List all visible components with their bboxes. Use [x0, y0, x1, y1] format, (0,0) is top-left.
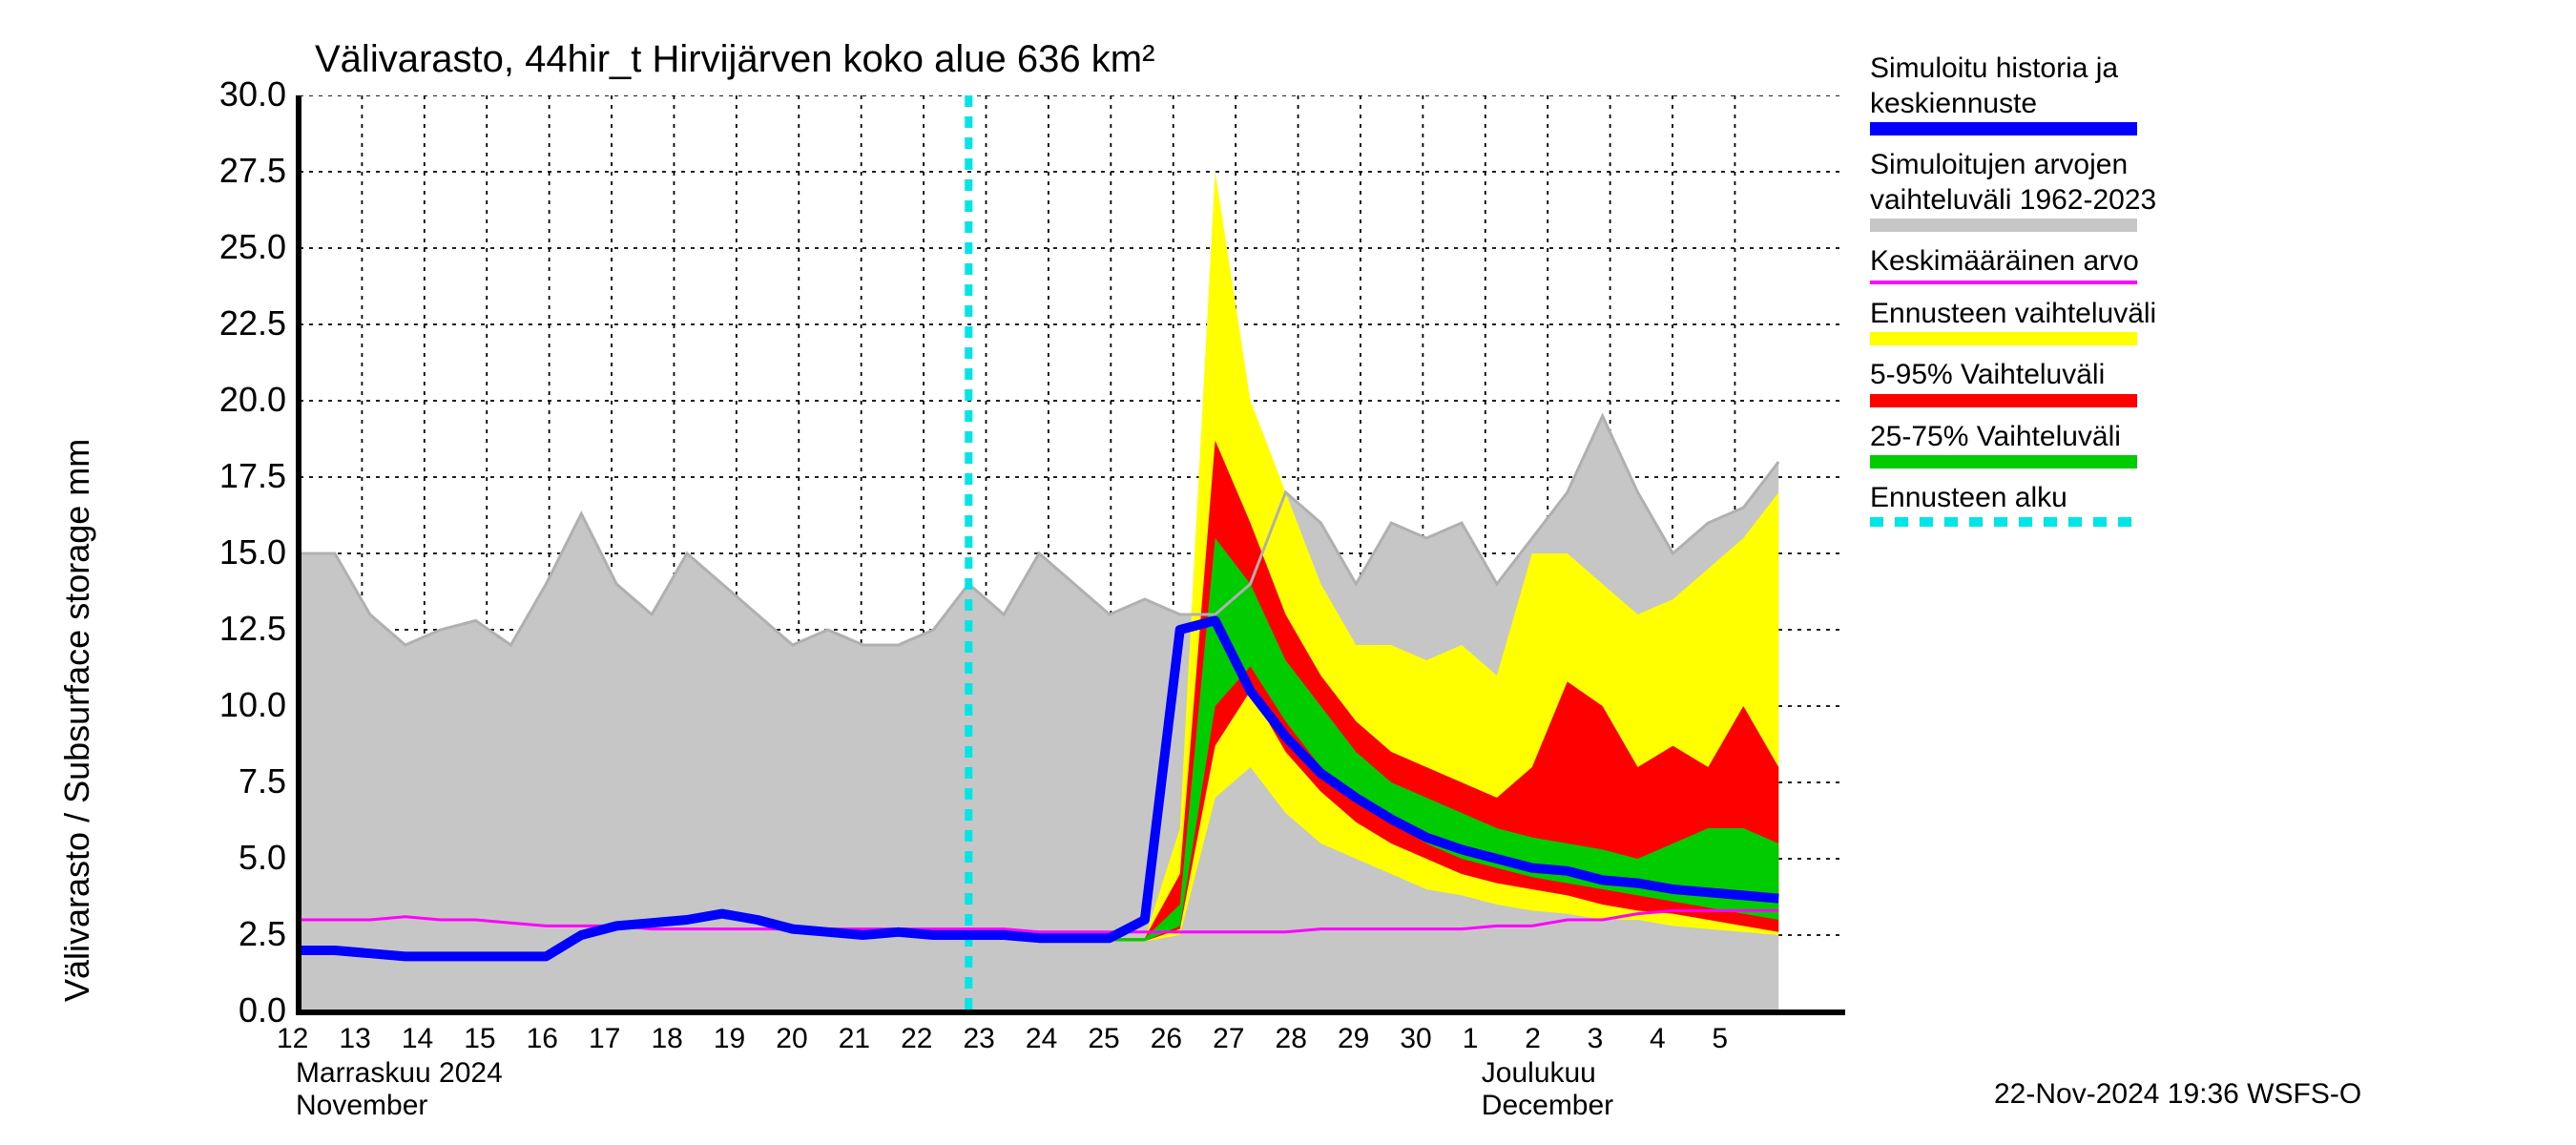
x-tick-label: 27: [1213, 1023, 1244, 1055]
legend-entry: 5-95% Vaihteluväli: [1870, 359, 2156, 407]
x-tick-label: 17: [589, 1023, 620, 1055]
legend-swatch: [1870, 219, 2137, 232]
chart-title: Välivarasto, 44hir_t Hirvijärven koko al…: [315, 38, 1154, 81]
y-tick-label: 10.0: [172, 685, 286, 725]
x-tick-label: 16: [527, 1023, 558, 1055]
month-label-right: JoulukuuDecember: [1482, 1057, 1613, 1122]
y-tick-label: 25.0: [172, 227, 286, 267]
legend-text: keskiennuste: [1870, 88, 2156, 121]
x-tick-label: 18: [651, 1023, 682, 1055]
y-tick-label: 15.0: [172, 532, 286, 572]
y-tick-label: 22.5: [172, 303, 286, 344]
x-tick-label: 4: [1650, 1023, 1666, 1055]
legend-text: Keskimääräinen arvo: [1870, 245, 2156, 279]
legend-text: Ennusteen alku: [1870, 482, 2156, 515]
legend-swatch: [1870, 332, 2137, 345]
legend-line: [1870, 122, 2137, 135]
y-tick-label: 12.5: [172, 609, 286, 649]
x-tick-label: 5: [1712, 1023, 1728, 1055]
x-tick-label: 21: [839, 1023, 870, 1055]
x-tick-label: 14: [402, 1023, 433, 1055]
x-tick-label: 3: [1588, 1023, 1604, 1055]
legend-text: Ennusteen vaihteluväli: [1870, 298, 2156, 331]
x-tick-label: 24: [1026, 1023, 1057, 1055]
x-tick-label: 25: [1088, 1023, 1119, 1055]
x-tick-label: 29: [1338, 1023, 1369, 1055]
month-label-left: Marraskuu 2024November: [296, 1057, 503, 1122]
x-tick-label: 15: [464, 1023, 495, 1055]
legend: Simuloitu historia jakeskiennusteSimuloi…: [1870, 52, 2156, 540]
legend-entry: Simuloitu historia jakeskiennuste: [1870, 52, 2156, 135]
x-tick-label: 20: [776, 1023, 807, 1055]
y-tick-label: 20.0: [172, 380, 286, 420]
legend-text: Simuloitu historia ja: [1870, 52, 2156, 86]
legend-entry: 25-75% Vaihteluväli: [1870, 421, 2156, 469]
legend-swatch: [1870, 394, 2137, 407]
y-tick-label: 30.0: [172, 74, 286, 114]
legend-entry: Ennusteen alku: [1870, 482, 2156, 527]
x-tick-label: 28: [1276, 1023, 1307, 1055]
legend-text: 5-95% Vaihteluväli: [1870, 359, 2156, 392]
x-tick-label: 13: [339, 1023, 370, 1055]
y-tick-label: 0.0: [172, 990, 286, 1030]
y-tick-label: 5.0: [172, 838, 286, 878]
legend-text: Simuloitujen arvojen: [1870, 149, 2156, 182]
x-tick-label: 19: [714, 1023, 745, 1055]
x-tick-label: 12: [277, 1023, 308, 1055]
y-tick-label: 2.5: [172, 914, 286, 954]
x-tick-label: 23: [964, 1023, 995, 1055]
legend-entry: Ennusteen vaihteluväli: [1870, 298, 2156, 346]
legend-line: [1870, 281, 2137, 284]
plot-area: [296, 95, 1845, 1015]
legend-dash: [1870, 517, 2137, 527]
y-axis-label: Välivarasto / Subsurface storage mm: [57, 439, 97, 1002]
footer-timestamp: 22-Nov-2024 19:36 WSFS-O: [1994, 1078, 2361, 1111]
x-tick-label: 30: [1400, 1023, 1431, 1055]
x-tick-label: 26: [1151, 1023, 1182, 1055]
x-tick-label: 1: [1463, 1023, 1479, 1055]
chart-container: Välivarasto, 44hir_t Hirvijärven koko al…: [0, 0, 2576, 1145]
legend-swatch: [1870, 455, 2137, 468]
legend-entry: Simuloitujen arvojenvaihteluväli 1962-20…: [1870, 149, 2156, 232]
x-tick-label: 2: [1525, 1023, 1541, 1055]
legend-text: vaihteluväli 1962-2023: [1870, 184, 2156, 218]
y-tick-label: 7.5: [172, 761, 286, 802]
legend-text: 25-75% Vaihteluväli: [1870, 421, 2156, 454]
x-tick-label: 22: [901, 1023, 932, 1055]
legend-entry: Keskimääräinen arvo: [1870, 245, 2156, 284]
plot-svg: [300, 95, 1845, 1011]
y-tick-label: 27.5: [172, 151, 286, 191]
y-tick-label: 17.5: [172, 456, 286, 496]
